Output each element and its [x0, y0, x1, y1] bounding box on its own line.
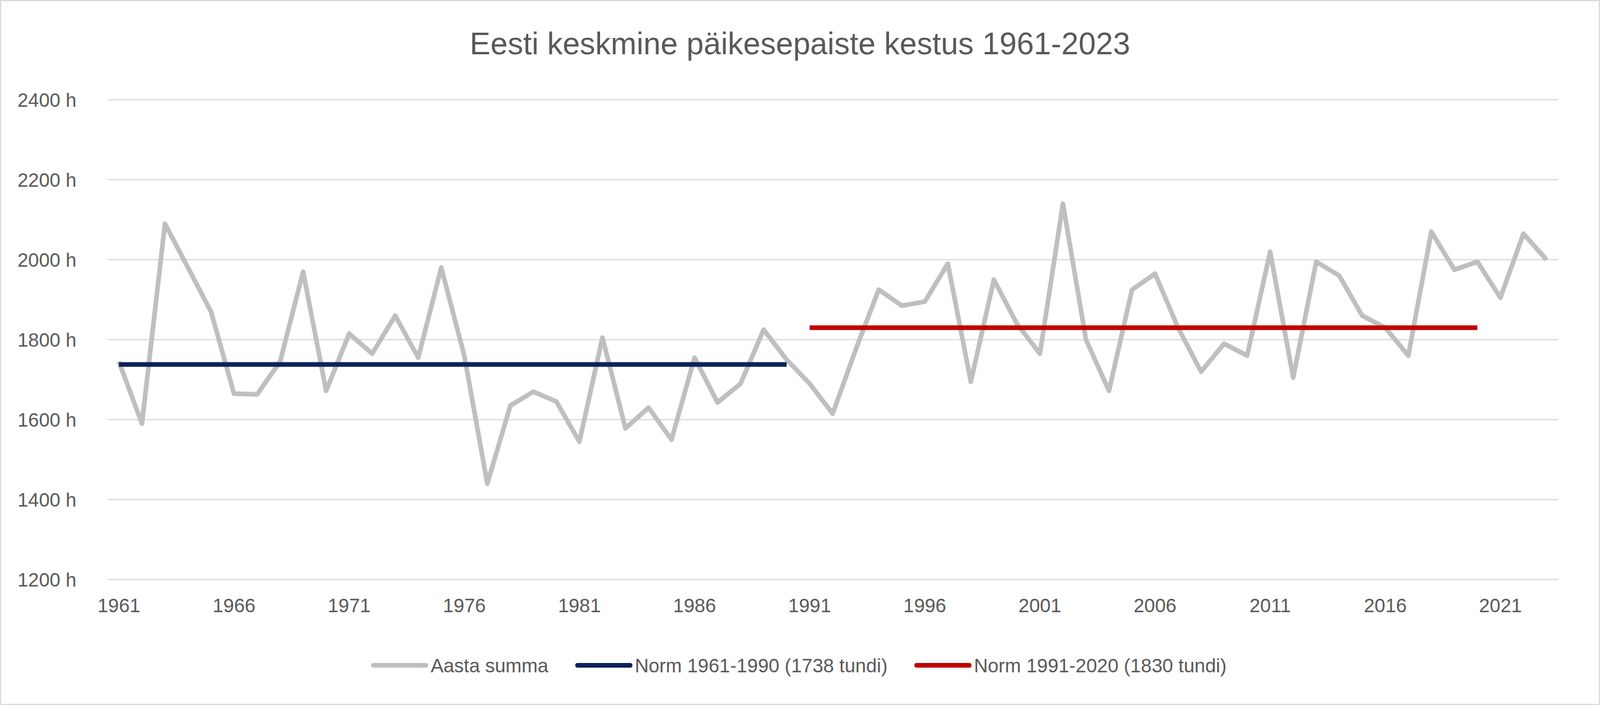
y-tick-label: 1600 h	[17, 409, 77, 431]
plot-area	[119, 203, 1547, 484]
x-axis-line	[107, 579, 1558, 581]
legend-label: Norm 1991-2020 (1830 tundi)	[973, 654, 1227, 677]
legend-swatch	[373, 663, 427, 668]
grid-line	[107, 339, 1558, 341]
series-line	[119, 361, 787, 367]
x-tick-label: 1971	[327, 594, 371, 617]
y-tick-label: 2000 h	[17, 249, 77, 271]
x-tick-label: 1981	[558, 594, 601, 617]
grid-line	[107, 579, 1558, 581]
chart: Eesti keskmine päikesepaiste kestus 1961…	[0, 0, 1600, 705]
y-tick-label: 1200 h	[17, 569, 77, 591]
grid-line	[107, 419, 1558, 421]
legend-label: Aasta summa	[430, 654, 549, 677]
y-tick-label: 2400 h	[17, 89, 77, 111]
x-tick-label: 1976	[443, 594, 486, 617]
x-tick-label: 2021	[1479, 594, 1522, 617]
x-tick-label: 1986	[673, 594, 716, 617]
y-tick-label: 1800 h	[17, 329, 77, 351]
x-tick-label: 2006	[1133, 594, 1177, 617]
legend: Aasta summa Norm 1961-1990 (1738 tundi) No…	[373, 654, 1227, 677]
legend-swatch	[916, 663, 969, 668]
series-line	[119, 203, 1547, 484]
x-tick-label: 2011	[1249, 594, 1291, 617]
grid-line	[107, 499, 1558, 501]
x-tick-label: 2016	[1363, 594, 1407, 617]
x-tick-label: 1991	[788, 594, 831, 617]
title: Eesti keskmine päikesepaiste kestus 1961…	[469, 26, 1131, 61]
legend-label: Norm 1961-1990 (1738 tundi)	[634, 654, 888, 677]
series-line	[809, 325, 1478, 330]
grid-line	[107, 179, 1558, 181]
x-tick-label: 1996	[903, 594, 947, 617]
x-tick-label: 2001	[1018, 594, 1062, 617]
chart-border	[0, 0, 1600, 705]
grid-line	[107, 259, 1558, 261]
legend-swatch	[577, 663, 630, 668]
y-tick-label: 1400 h	[17, 489, 77, 511]
grid-line	[107, 99, 1558, 101]
x-tick-label: 1966	[212, 594, 256, 617]
x-tick-label: 1961	[97, 594, 141, 617]
y-tick-label: 2200 h	[17, 169, 77, 191]
